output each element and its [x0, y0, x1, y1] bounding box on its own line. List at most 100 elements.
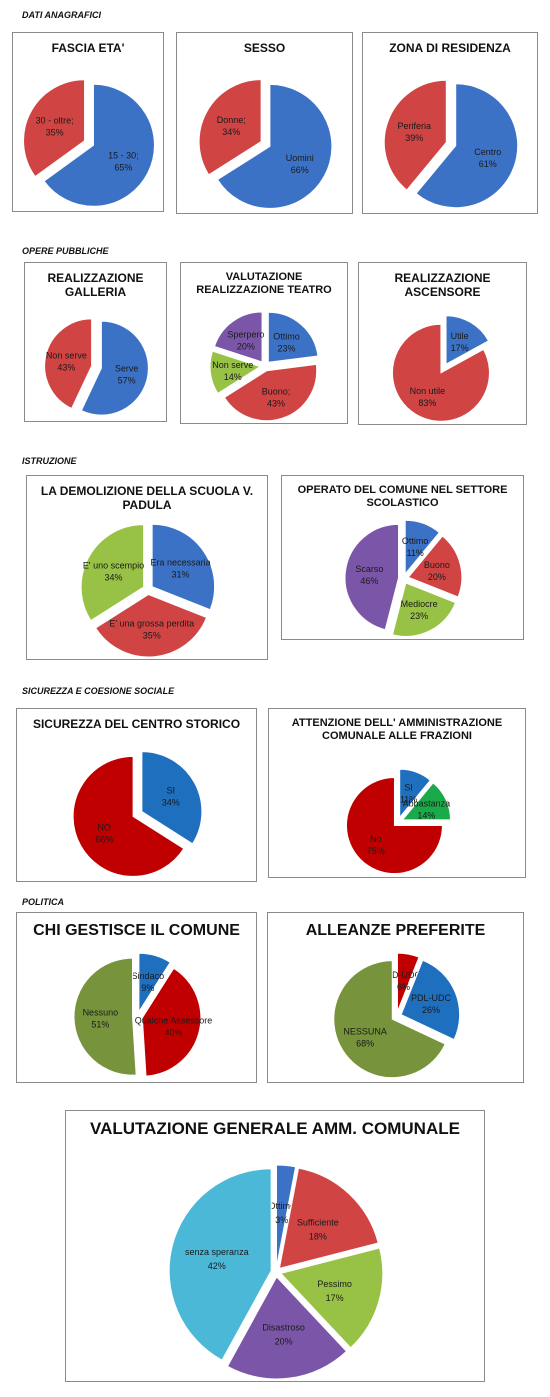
slice-value: 40%: [164, 1028, 182, 1038]
slice-value: 75%: [367, 846, 385, 856]
pie-slice: [213, 311, 263, 363]
slice-label: PD-UDC: [386, 970, 421, 980]
slice-label: Non serve: [46, 350, 87, 360]
slice-value: 20%: [275, 1337, 293, 1347]
slice-label: Scarso: [355, 564, 383, 574]
pie-slice: [168, 1168, 272, 1361]
slice-label: Pessimo: [317, 1279, 352, 1289]
slice-label: Disastroso: [262, 1323, 305, 1333]
chart-panel: Ottimo 23% Buono; 43% Non serve 14% Sperpero 20…: [180, 262, 348, 424]
chart-panel: Ottimo 3% Sufficiente 18% Pessimo 17% Disastro…: [65, 1110, 485, 1382]
pie-chart: Ottimo 11%Buono 20% Mediocre 23% Scarso 46%: [344, 519, 463, 637]
slice-label: SI: [404, 782, 413, 792]
slice-value: 14%: [224, 372, 242, 382]
slice-label: E' una grossa perdita: [109, 619, 194, 629]
slice-label: Sperpero: [227, 330, 264, 340]
slice-label: Nessuno: [83, 1008, 119, 1018]
chart-panel: PD-UDC 6% PDL-UDC 26% NESSUNA 68% ALLEANZE PRE…: [267, 912, 524, 1083]
slice-value: 18%: [309, 1231, 327, 1241]
slice-label: Buono: [424, 560, 450, 570]
pie-chart: PD-UDC 6%PDL-UDC 26% NESSUNA 68%: [333, 952, 461, 1079]
pie-slice: [198, 79, 262, 176]
pie-slice: [44, 318, 93, 410]
slice-label: SI: [167, 786, 176, 796]
slice-value: 34%: [162, 798, 180, 808]
slice-label: Era necessaria: [151, 557, 211, 567]
slice-value: 17%: [451, 343, 469, 353]
chart-panel: SI 11% Abbastanza 14% No 75% ATTENZIONE DELL' …: [268, 708, 526, 878]
pie-chart: SI 11%Abbastanza 14% No 75%: [346, 768, 452, 874]
slice-value: 35%: [143, 631, 161, 641]
chart-panel: SI 34% NO 66% SICUREZZA DEL CENTRO STORICO: [16, 708, 257, 882]
slice-value: 3%: [275, 1215, 288, 1225]
slice-value: 66%: [291, 165, 309, 175]
pie-slice: [73, 957, 137, 1076]
pie-slice: [391, 582, 457, 637]
slice-label: Non serve: [212, 360, 253, 370]
slice-label: Serve: [115, 364, 139, 374]
chart-panel: Centro 61% Periferia 39% ZONA DI RESIDENZA: [362, 32, 538, 214]
pie-slice: [141, 967, 202, 1077]
slice-label: No: [370, 834, 382, 844]
pie-slice: [404, 519, 441, 576]
pie-slice: [209, 350, 262, 395]
chart-title: FASCIA ETA': [51, 41, 125, 55]
pie-chart: Ottimo 23% Buono; 43% Non serve 14% Sperpero 20…: [209, 311, 319, 422]
pie-chart: Sindaco 9% Qualche Assessore 40% Nessuno 51%: [73, 952, 212, 1077]
slice-label: Non utile: [410, 386, 446, 396]
pie-slice: [223, 363, 318, 422]
slice-label: senza speranza: [185, 1247, 249, 1257]
slice-label: Donne;: [217, 115, 246, 125]
pie-slice: [95, 593, 208, 658]
pie-slice: [43, 83, 155, 207]
chart-title: CHI GESTISCE IL COMUNE: [33, 922, 240, 939]
slice-value: 34%: [104, 573, 122, 583]
slice-value: 34%: [222, 127, 240, 137]
pie-chart: Ottimo 3% Sufficiente 18% Pessimo 17% Disastro…: [168, 1164, 384, 1380]
section-heading: POLITICA: [22, 897, 64, 907]
slice-value: 42%: [208, 1261, 226, 1271]
slice-value: 35%: [46, 127, 64, 137]
slice-label: Centro: [474, 147, 501, 157]
slice-label: Buono;: [262, 387, 291, 397]
pie-slice: [23, 79, 86, 178]
pie-chart: Utile 17% Non utile 83%: [391, 315, 490, 422]
slice-value: 43%: [57, 362, 75, 372]
slice-value: 11%: [400, 794, 417, 804]
slice-value: 68%: [356, 1038, 374, 1048]
chart-panel: 15 - 30; 65% 30 - oltre; 35% FASCIA ETA': [12, 32, 164, 212]
slice-label: Ottimo: [402, 536, 429, 546]
pie-chart: Serve 57% Non serve 43%: [44, 318, 149, 416]
slice-value: 83%: [418, 398, 436, 408]
slice-value: 65%: [114, 163, 132, 173]
pie-slice: [401, 782, 452, 821]
chart-panel: Era necessaria 31% E' una grossa perdita 35…: [26, 475, 268, 660]
slice-label: NO: [97, 822, 111, 832]
slice-value: 17%: [326, 1293, 344, 1303]
slice-label: 15 - 30;: [108, 151, 139, 161]
slice-value: 57%: [118, 376, 136, 386]
slice-value: 9%: [141, 983, 154, 993]
chart-panel: Sindaco 9% Qualche Assessore 40% Nessuno 51% C…: [16, 912, 257, 1083]
pie-slice: [399, 768, 431, 819]
pie-slice: [275, 1164, 297, 1268]
pie-chart: Centro 61% Periferia 39%: [383, 79, 519, 209]
pie-slice: [279, 1247, 384, 1349]
pie-slice: [415, 83, 519, 209]
slice-label: Sufficiente: [297, 1217, 339, 1227]
chart-title: ALLEANZE PREFERITE: [305, 922, 486, 939]
slice-value: 51%: [91, 1020, 109, 1030]
slice-label: Periferia: [397, 121, 431, 131]
slice-label: Ottimo: [268, 1201, 295, 1211]
slice-label: PDL-UDC: [411, 993, 452, 1003]
slice-value: 39%: [405, 133, 423, 143]
slice-value: 31%: [172, 569, 190, 579]
slice-label: Abbastanza: [403, 799, 451, 809]
pie-slice: [445, 315, 490, 366]
chart-panel: Uomini 66% Donne; 34% SESSO: [176, 32, 353, 214]
chart-panel: Utile 17% Non utile 83% REALIZZAZIONE ASCENS…: [358, 262, 527, 425]
section-heading: DATI ANAGRAFICI: [22, 10, 101, 20]
section-heading: SICUREZZA E COESIONE SOCIALE: [22, 686, 175, 696]
slice-label: Sindaco: [132, 971, 165, 981]
